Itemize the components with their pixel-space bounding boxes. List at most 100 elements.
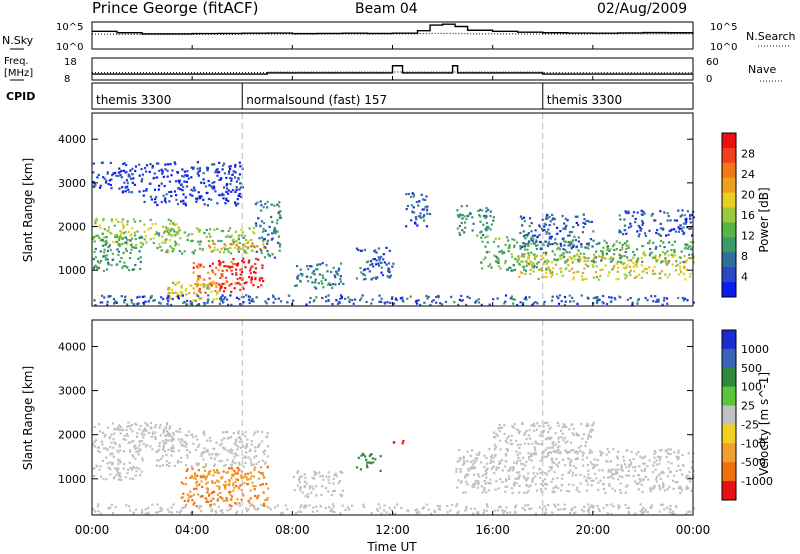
echo-cell bbox=[481, 240, 484, 243]
echo-cell bbox=[122, 467, 125, 470]
echo-cell bbox=[524, 432, 527, 435]
echo-cell bbox=[116, 449, 119, 452]
echo-cell bbox=[321, 274, 324, 277]
echo-cell bbox=[98, 236, 101, 239]
echo-cell bbox=[324, 487, 328, 490]
echo-cell bbox=[487, 481, 490, 484]
echo-cell bbox=[357, 456, 360, 459]
echo-cell bbox=[571, 507, 574, 510]
echo-cell bbox=[640, 276, 643, 279]
echo-cell bbox=[486, 227, 489, 230]
echo-cell bbox=[233, 201, 237, 204]
echo-cell bbox=[309, 265, 312, 268]
echo-cell bbox=[549, 220, 552, 223]
echo-cell bbox=[151, 431, 154, 434]
echo-cell bbox=[211, 163, 214, 166]
echo-cell bbox=[638, 477, 641, 481]
echo-cell bbox=[514, 477, 517, 480]
echo-cell bbox=[194, 299, 197, 302]
echo-cell bbox=[613, 248, 616, 252]
echo-cell bbox=[519, 301, 522, 304]
echo-cell bbox=[458, 298, 461, 301]
echo-cell bbox=[207, 283, 210, 286]
echo-cell bbox=[460, 205, 463, 208]
cpid-segment-label: themis 3300 bbox=[547, 93, 622, 107]
echo-cell bbox=[531, 303, 534, 307]
echo-cell bbox=[538, 506, 541, 509]
echo-cell bbox=[583, 252, 586, 255]
echo-cell bbox=[616, 270, 619, 273]
echo-cell bbox=[526, 248, 529, 251]
echo-cell bbox=[480, 485, 483, 488]
echo-cell bbox=[153, 233, 157, 236]
echo-cell bbox=[362, 505, 365, 509]
echo-cell bbox=[666, 250, 669, 253]
echo-cell bbox=[564, 240, 567, 243]
echo-cell bbox=[558, 294, 561, 297]
echo-cell bbox=[123, 463, 126, 466]
echo-cell bbox=[218, 261, 221, 264]
echo-cell bbox=[551, 477, 555, 481]
echo-cell bbox=[127, 421, 130, 424]
echo-cell bbox=[93, 440, 96, 444]
echo-cell bbox=[429, 213, 432, 216]
echo-cell bbox=[254, 277, 257, 280]
echo-cell bbox=[235, 188, 238, 191]
echo-cell bbox=[559, 429, 563, 432]
echo-cell bbox=[250, 443, 253, 446]
echo-cell bbox=[360, 271, 363, 274]
echo-cell bbox=[608, 271, 611, 274]
echo-cell bbox=[604, 491, 607, 494]
echo-cell bbox=[229, 493, 232, 496]
echo-cell bbox=[422, 219, 426, 222]
echo-cell bbox=[555, 463, 558, 466]
echo-cell bbox=[192, 189, 195, 192]
echo-cell bbox=[111, 252, 114, 255]
echo-cell bbox=[192, 186, 196, 189]
echo-cell bbox=[371, 298, 374, 301]
echo-cell bbox=[571, 242, 574, 245]
echo-cell bbox=[620, 464, 623, 467]
echo-cell bbox=[136, 446, 139, 450]
echo-cell bbox=[524, 296, 527, 299]
echo-cell bbox=[198, 483, 201, 486]
echo-cell bbox=[539, 248, 542, 251]
y-tick-label: 1000 bbox=[58, 264, 86, 277]
echo-cell bbox=[593, 253, 596, 256]
echo-cell bbox=[137, 449, 140, 452]
echo-cell bbox=[195, 265, 199, 268]
echo-cell bbox=[182, 492, 185, 495]
echo-cell bbox=[660, 471, 663, 474]
echo-cell bbox=[92, 258, 95, 261]
echo-cell bbox=[665, 450, 668, 453]
echo-cell bbox=[596, 299, 599, 302]
echo-cell bbox=[220, 229, 223, 232]
echo-cell bbox=[217, 480, 220, 483]
echo-cell bbox=[388, 275, 391, 278]
echo-cell bbox=[460, 294, 463, 297]
echo-cell bbox=[479, 231, 482, 234]
echo-cell bbox=[641, 490, 644, 493]
echo-cell bbox=[577, 446, 581, 449]
echo-cell bbox=[175, 223, 178, 226]
echo-cell bbox=[313, 273, 316, 276]
echo-cell bbox=[592, 479, 595, 482]
echo-cell bbox=[627, 474, 631, 477]
echo-cell bbox=[160, 508, 163, 511]
echo-cell bbox=[519, 443, 522, 446]
echo-cell bbox=[257, 258, 260, 261]
echo-cell bbox=[519, 215, 522, 218]
echo-cell bbox=[666, 488, 669, 491]
echo-cell bbox=[609, 260, 613, 263]
echo-cell bbox=[137, 302, 140, 305]
echo-cell bbox=[490, 459, 493, 462]
echo-cell bbox=[515, 439, 518, 442]
echo-cell bbox=[200, 510, 203, 513]
echo-cell bbox=[218, 178, 221, 181]
echo-cell bbox=[689, 272, 692, 275]
echo-cell bbox=[590, 451, 593, 454]
echo-cell bbox=[577, 260, 580, 263]
echo-cell bbox=[159, 434, 162, 437]
echo-cell bbox=[222, 301, 225, 304]
echo-cell bbox=[297, 274, 300, 277]
